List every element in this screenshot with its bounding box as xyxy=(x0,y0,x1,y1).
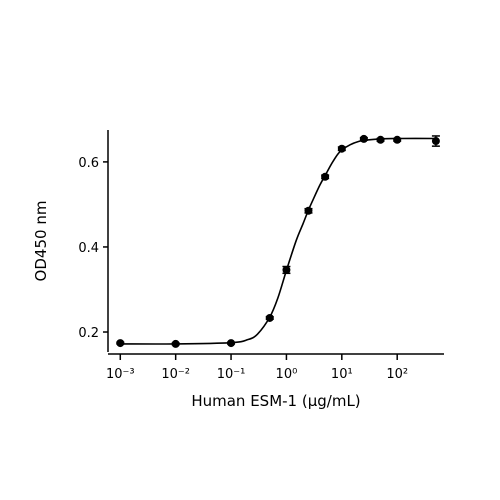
x-tick-label: 10¹ xyxy=(331,367,353,382)
data-point xyxy=(304,206,313,215)
data-point xyxy=(376,135,385,144)
data-point xyxy=(265,313,274,322)
x-tick-label: 10⁻¹ xyxy=(217,367,246,382)
data-point xyxy=(116,339,125,348)
x-axis-title: Human ESM-1 (μg/mL) xyxy=(191,392,360,410)
y-tick-label: 0.2 xyxy=(78,326,99,341)
data-point xyxy=(337,144,346,153)
y-tick-label: 0.6 xyxy=(78,156,99,171)
y-axis-title: OD450 nm xyxy=(32,201,50,282)
data-point xyxy=(431,137,440,146)
data-point xyxy=(282,265,291,274)
x-tick-label: 10⁻² xyxy=(161,367,190,382)
x-tick-label: 10⁰ xyxy=(276,367,298,382)
x-tick-label: 10⁻³ xyxy=(106,367,135,382)
fit-curve xyxy=(120,137,436,345)
data-point xyxy=(321,172,330,181)
data-point xyxy=(227,339,236,348)
data-point xyxy=(393,135,402,144)
data-point xyxy=(359,134,368,143)
x-tick-label: 10² xyxy=(386,367,408,382)
data-point xyxy=(171,339,180,348)
y-tick-label: 0.4 xyxy=(78,241,99,256)
